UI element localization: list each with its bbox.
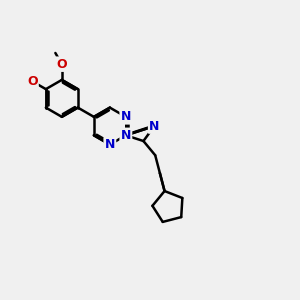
Text: N: N (121, 129, 131, 142)
Text: O: O (27, 75, 38, 88)
Text: N: N (105, 138, 115, 151)
Text: O: O (56, 58, 67, 71)
Text: N: N (149, 120, 160, 133)
Text: N: N (121, 110, 131, 123)
